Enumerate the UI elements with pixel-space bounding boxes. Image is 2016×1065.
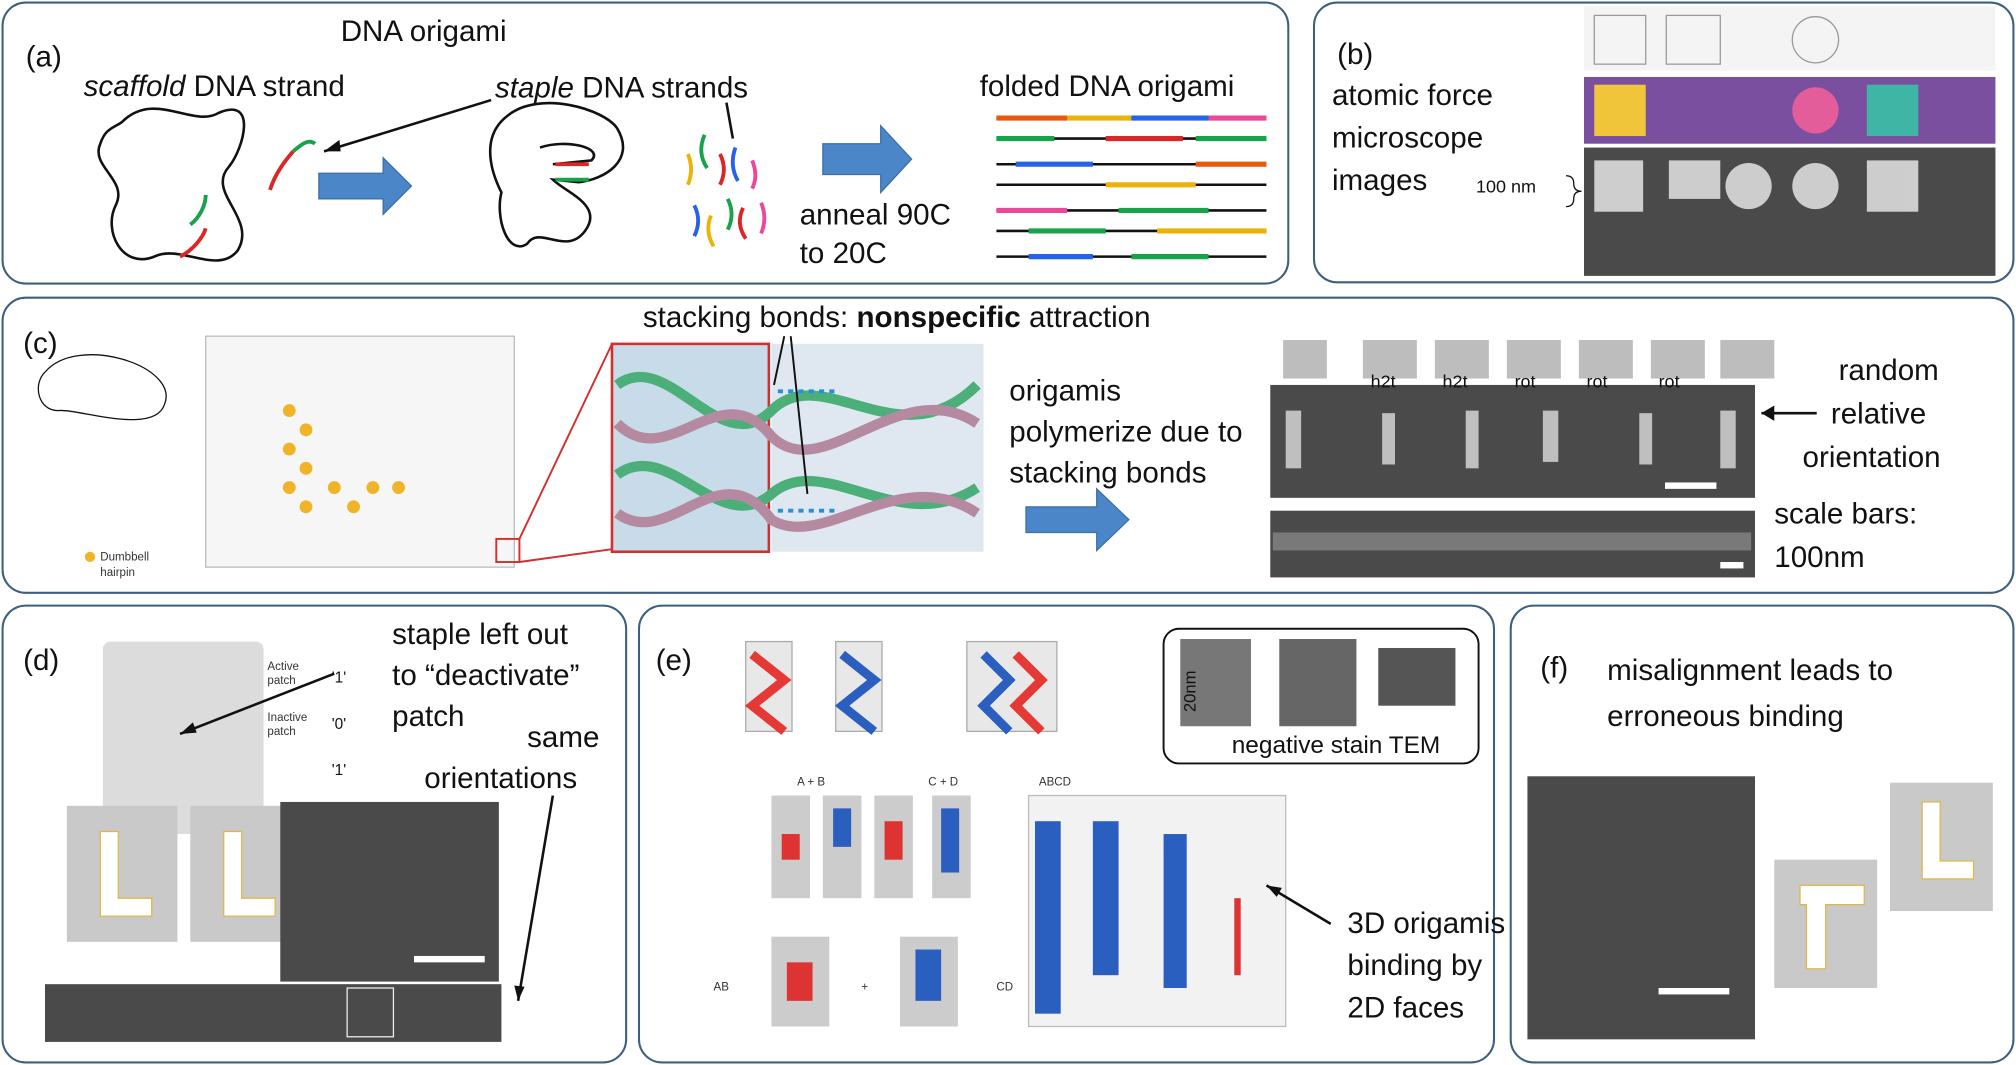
small-label: Active [267,661,298,673]
scale-label: 20nm [1181,670,1200,712]
annotation: polymerize due to [1009,415,1242,448]
annotation: orientation [1803,441,1941,474]
small-label: Dumbbell [100,552,149,564]
bit-label: '1' [332,762,347,779]
annotation: stacking bonds [1009,456,1206,489]
annotation: 2D faces [1347,992,1464,1025]
join-labels: h2t h2t rot rot rot [1371,372,1680,392]
small-label: + [861,982,868,994]
annotation: binding by [1347,949,1482,982]
join-label: rot [1587,372,1608,392]
annotation: origamis [1009,374,1121,407]
panel-b-art [1565,6,1996,276]
panel-label: (f) [1540,652,1568,685]
annotation: staple DNA strands [495,72,748,105]
annotation: staple left out [392,618,568,651]
panel-c-art [37,335,1817,578]
annotation: stacking bonds: [643,301,857,334]
annotation: erroneous binding [1607,700,1844,733]
annotation: folded DNA origami [980,70,1235,103]
small-label: patch [267,726,295,738]
annotation: anneal 90C [800,199,951,232]
small-label: hairpin [100,567,135,579]
annotation: DNA strands [574,72,748,105]
panel-label: (d) [23,644,59,677]
annotation: to 20C [800,237,887,270]
annotation: DNA strand [185,70,344,103]
annotation: scaffold DNA strand [84,70,345,103]
annotation: scale bars: [1774,498,1917,531]
small-label: patch [267,675,295,687]
small-label: AB [714,982,730,994]
small-label: ABCD [1039,776,1071,788]
annotation: attraction [1021,301,1151,334]
panel-label: (b) [1337,38,1373,71]
panel-a-frame [1,1,1290,285]
small-label: CD [996,982,1013,994]
annotation: microscope [1332,122,1483,155]
annotation: to “deactivate” [392,659,579,692]
annotation-italic: staple [495,72,574,105]
panel-d-art [45,641,555,1042]
panel-label: (e) [656,644,692,677]
annotation: orientations [424,762,577,795]
annotation: 100nm [1774,541,1864,574]
small-label: Inactive [267,712,307,724]
small-label: C + D [928,776,958,788]
annotation: same [527,721,599,754]
bit-labels: '1' '0' '1' [332,670,347,779]
annotation: random [1839,354,1939,387]
panel-f-art [1527,776,1993,1040]
annotation-bold: nonspecific [856,301,1020,334]
bit-label: '0' [332,716,347,733]
join-label: h2t [1443,372,1468,392]
join-label: h2t [1371,372,1396,392]
small-label: A + B [797,776,825,788]
annotation: 3D origamis [1347,907,1505,940]
scale-label: 100 nm [1476,176,1536,196]
join-label: rot [1515,372,1536,392]
bit-label: '1' [332,670,347,687]
join-label: rot [1659,372,1680,392]
annotation: misalignment leads to [1607,654,1893,687]
panel-label: (c) [23,327,57,360]
annotation: images [1332,164,1427,197]
annotation: atomic force [1332,79,1493,112]
annotation: patch [392,700,464,733]
annotation: stacking bonds: nonspecific attraction [643,301,1151,334]
annotation: negative stain TEM [1232,732,1441,759]
panel-a-art [97,98,1267,262]
panel-e-art [744,627,1480,1028]
annotation-italic: scaffold [84,70,187,103]
panel-label: (a) [26,41,62,74]
annotation: relative [1831,397,1926,430]
panel-title: DNA origami [341,15,507,48]
